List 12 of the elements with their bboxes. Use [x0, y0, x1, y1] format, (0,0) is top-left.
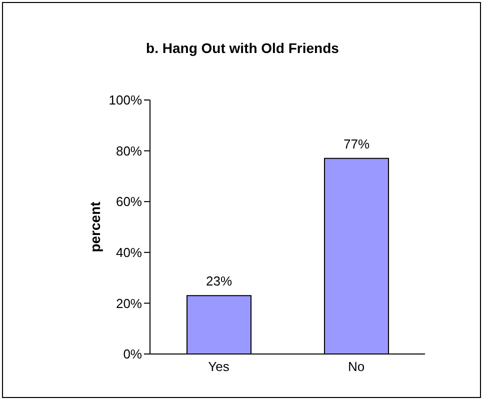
y-tick-label: 80% — [116, 143, 142, 158]
y-tick-label: 60% — [116, 194, 142, 210]
data-label: 77% — [343, 136, 370, 152]
y-tick-label: 40% — [116, 245, 142, 260]
x-tick-label: No — [348, 359, 365, 374]
y-tick-label: 100% — [108, 92, 142, 108]
y-tick-label: 0% — [123, 346, 142, 362]
x-tick-label: Yes — [208, 359, 230, 374]
chart-title: b. Hang Out with Old Friends — [145, 40, 340, 56]
y-tick-label: 20% — [116, 296, 142, 311]
data-label: 23% — [206, 274, 232, 289]
y-axis-title: percent — [87, 202, 103, 252]
